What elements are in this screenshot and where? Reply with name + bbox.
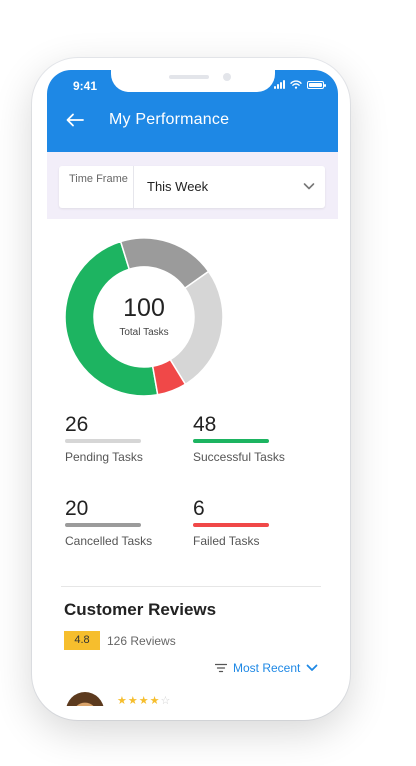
- star-empty-icon: ☆: [160, 695, 172, 706]
- customer-reviews-title: Customer Reviews: [64, 600, 217, 619]
- sort-label: Most Recent: [233, 661, 301, 675]
- stat-cancelled-bar: [65, 523, 141, 527]
- tasks-donut-chart: [64, 237, 224, 397]
- section-divider: [61, 586, 321, 587]
- stat-failed-label: Failed Tasks: [193, 534, 260, 548]
- sort-dropdown[interactable]: Most Recent: [215, 661, 318, 675]
- stat-pending-label: Pending Tasks: [65, 450, 143, 464]
- arrow-left-icon: [66, 113, 84, 127]
- status-icons: [274, 80, 326, 89]
- filter-divider: [133, 166, 134, 208]
- time-frame-select[interactable]: Time Frame This Week: [59, 166, 325, 208]
- stat-successful-bar: [193, 439, 269, 443]
- app-screen: 9:41 My Performance Time Frame This Week: [47, 70, 338, 706]
- stat-failed-bar: [193, 523, 269, 527]
- battery-icon: [307, 80, 326, 89]
- device-notch: [111, 70, 275, 92]
- stat-failed-value: 6: [193, 497, 205, 520]
- stat-cancelled: 20 Cancelled Tasks: [65, 497, 175, 549]
- stat-cancelled-value: 20: [65, 497, 89, 520]
- stat-pending-bar: [65, 439, 141, 443]
- donut-segment-successful: [64, 240, 159, 397]
- time-frame-label: Time Frame: [69, 173, 128, 185]
- reviews-count: 126 Reviews: [107, 634, 176, 648]
- total-tasks-value: 100: [123, 294, 165, 322]
- chevron-down-icon: [306, 664, 318, 671]
- back-button[interactable]: [65, 110, 85, 130]
- star-filled-icon: ★: [149, 695, 161, 706]
- star-filled-icon: ★: [117, 695, 128, 706]
- status-time: 9:41: [73, 79, 98, 93]
- wifi-icon: [290, 80, 302, 89]
- stat-successful-label: Successful Tasks: [193, 450, 285, 464]
- total-tasks-label: Total Tasks: [119, 327, 169, 338]
- stat-successful-value: 48: [193, 413, 217, 436]
- star-filled-icon: ★: [127, 695, 139, 706]
- stat-pending-value: 26: [65, 413, 89, 436]
- filter-band: Time Frame This Week: [47, 152, 338, 219]
- time-frame-value: This Week: [147, 179, 209, 194]
- speaker-grille: [169, 75, 209, 79]
- sort-lines-icon: [215, 663, 227, 673]
- page-title: My Performance: [109, 111, 230, 128]
- stat-cancelled-label: Cancelled Tasks: [65, 534, 153, 548]
- star-filled-icon: ★: [138, 695, 150, 706]
- rating-badge: 4.8: [64, 631, 100, 650]
- front-camera: [223, 73, 231, 81]
- chevron-down-icon: [303, 183, 315, 190]
- donut-segment-failed: [151, 358, 187, 396]
- stat-successful: 48 Successful Tasks: [193, 413, 303, 465]
- app-header: 9:41 My Performance: [47, 70, 338, 152]
- stat-pending: 26 Pending Tasks: [65, 413, 175, 465]
- signal-icon: [274, 80, 285, 89]
- reviewer-avatar: [66, 692, 104, 706]
- review-stars: ★★★★☆: [117, 694, 171, 706]
- stat-failed: 6 Failed Tasks: [193, 497, 303, 549]
